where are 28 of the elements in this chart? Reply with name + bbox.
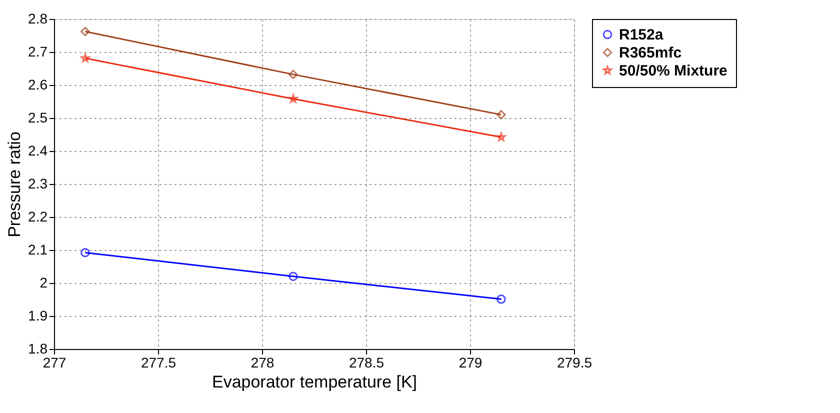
legend-label: R152a xyxy=(619,26,664,44)
x-tick-label: 277.5 xyxy=(140,354,176,370)
point xyxy=(288,70,298,80)
point xyxy=(496,110,506,120)
point xyxy=(80,26,90,36)
y-tick-label: 2.2 xyxy=(28,208,48,224)
y-tick-label: 2.7 xyxy=(28,44,48,60)
y-tick-label: 2.8 xyxy=(28,10,48,26)
point xyxy=(496,294,506,304)
x-tick-label: 279 xyxy=(458,354,482,370)
y-tick-label: 1.8 xyxy=(28,340,48,356)
y-tick-label: 2.3 xyxy=(28,176,48,192)
y-tick-label: 2.6 xyxy=(28,76,48,92)
x-axis-title: Evaporator temperature [K] xyxy=(212,372,418,392)
y-tick-label: 2.4 xyxy=(28,142,48,158)
point xyxy=(80,248,90,258)
legend-label: 50/50% Mixture xyxy=(619,62,728,80)
x-tick-label: 277 xyxy=(42,354,66,370)
y-axis-title: Pressure ratio xyxy=(5,132,24,238)
y-tick-label: 1.9 xyxy=(28,308,48,324)
point xyxy=(288,272,298,282)
y-tick-label: 2 xyxy=(40,274,48,290)
y-tick-label: 2.5 xyxy=(28,110,48,126)
x-tick-label: 278 xyxy=(250,354,274,370)
x-tick-label: 278.5 xyxy=(348,354,384,370)
y-tick-label: 2.1 xyxy=(28,242,48,258)
legend-label: R365mfc xyxy=(619,44,682,62)
x-tick-label: 279.5 xyxy=(556,354,592,370)
